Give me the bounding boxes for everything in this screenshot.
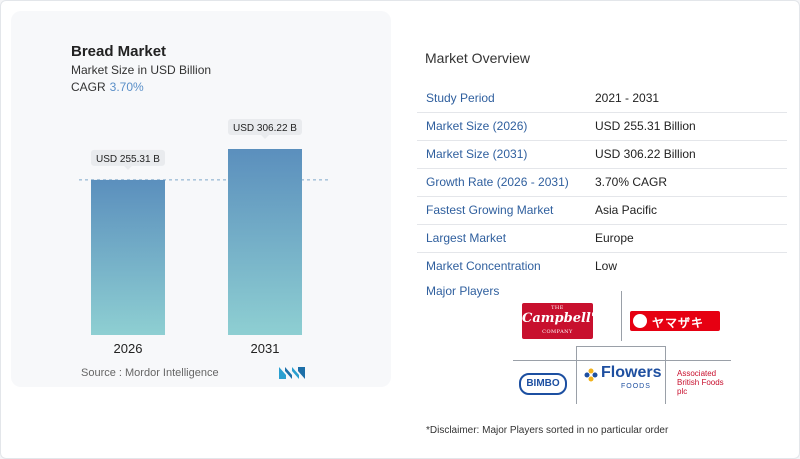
divider (621, 291, 622, 341)
overview-label: Growth Rate (2026 - 2031) (426, 175, 569, 189)
campbells-logo-sub: COMPANY (542, 329, 573, 335)
overview-title: Market Overview (425, 50, 531, 66)
bar-2031 (228, 149, 302, 335)
overview-label: Market Size (2026) (426, 119, 528, 133)
campbells-logo: THE Campbell's COMPANY (522, 303, 603, 339)
overview-row-growth-rate: Growth Rate (2026 - 2031) 3.70% CAGR (417, 169, 787, 197)
campbells-logo-top: THE (551, 305, 564, 311)
yamazaki-emblem-icon (633, 314, 647, 328)
abf-logo-line2: British Foods (677, 378, 724, 387)
overview-value: USD 255.31 Billion (595, 119, 696, 133)
divider (576, 346, 577, 404)
overview-label: Market Concentration (426, 259, 541, 273)
overview-value: Asia Pacific (595, 203, 658, 217)
overview-row-fastest-growing: Fastest Growing Market Asia Pacific (417, 197, 787, 225)
overview-label: Largest Market (426, 231, 507, 245)
overview-row-concentration: Market Concentration Low (417, 253, 787, 280)
divider (665, 346, 666, 404)
major-players-title: Major Players (426, 284, 500, 298)
cagr-label: CAGR (71, 80, 106, 94)
overview-table: Study Period 2021 - 2031 Market Size (20… (417, 85, 787, 280)
overview-row-market-size-2026: Market Size (2026) USD 255.31 Billion (417, 113, 787, 141)
x-tick-label: 2031 (251, 341, 280, 356)
flowers-foods-logo: Flowers FOODS (584, 364, 664, 394)
data-label-bg (228, 119, 302, 135)
yamazaki-logo-text: ヤマザキ (652, 316, 705, 330)
chart-title: Bread Market (71, 43, 167, 60)
overview-value: Europe (595, 231, 634, 245)
x-tick-label: 2026 (114, 341, 143, 356)
overview-value: Low (595, 259, 618, 273)
data-label-pointer (261, 135, 269, 139)
overview-value: USD 306.22 Billion (595, 147, 696, 161)
cagr-row: CAGR 3.70% (71, 80, 144, 94)
chart-subtitle: Market Size in USD Billion (71, 63, 212, 77)
overview-value: 3.70% CAGR (595, 175, 668, 189)
divider (513, 360, 731, 361)
divider (576, 346, 666, 347)
abf-logo: Associated British Foods plc (677, 369, 737, 405)
data-label-bg (91, 149, 165, 166)
overview-label: Market Size (2031) (426, 147, 528, 161)
flower-icon (584, 368, 598, 382)
bimbo-logo-text: BIMBO (526, 378, 560, 389)
campbells-logo-name: Campbell's (522, 311, 603, 326)
data-label-pointer (124, 165, 132, 170)
data-label: USD 255.31 B (96, 154, 160, 165)
mordor-logo-icon (279, 367, 305, 379)
overview-row-study-period: Study Period 2021 - 2031 (417, 85, 787, 113)
flowers-logo-sub: FOODS (621, 383, 651, 390)
overview-value: 2021 - 2031 (595, 91, 660, 105)
flowers-logo-name: Flowers (601, 364, 662, 381)
bar-chart: USD 255.31 B 2026 USD 306.22 B 2031 (79, 119, 329, 356)
data-label: USD 306.22 B (233, 123, 297, 134)
yamazaki-logo: ヤマザキ (630, 311, 720, 331)
chart-source: Source : Mordor Intelligence (81, 367, 219, 379)
overview-label: Study Period (426, 91, 495, 105)
overview-row-market-size-2031: Market Size (2031) USD 306.22 Billion (417, 141, 787, 169)
cagr-value: 3.70% (109, 80, 144, 94)
abf-logo-line3: plc (677, 387, 688, 396)
bimbo-logo: BIMBO (519, 373, 567, 395)
overview-label: Fastest Growing Market (426, 203, 554, 217)
abf-logo-line1: Associated (677, 369, 717, 378)
overview-row-largest-market: Largest Market Europe (417, 225, 787, 253)
bar-2026 (91, 179, 165, 335)
disclaimer: *Disclaimer: Major Players sorted in no … (426, 425, 669, 436)
chart-card (11, 11, 391, 387)
